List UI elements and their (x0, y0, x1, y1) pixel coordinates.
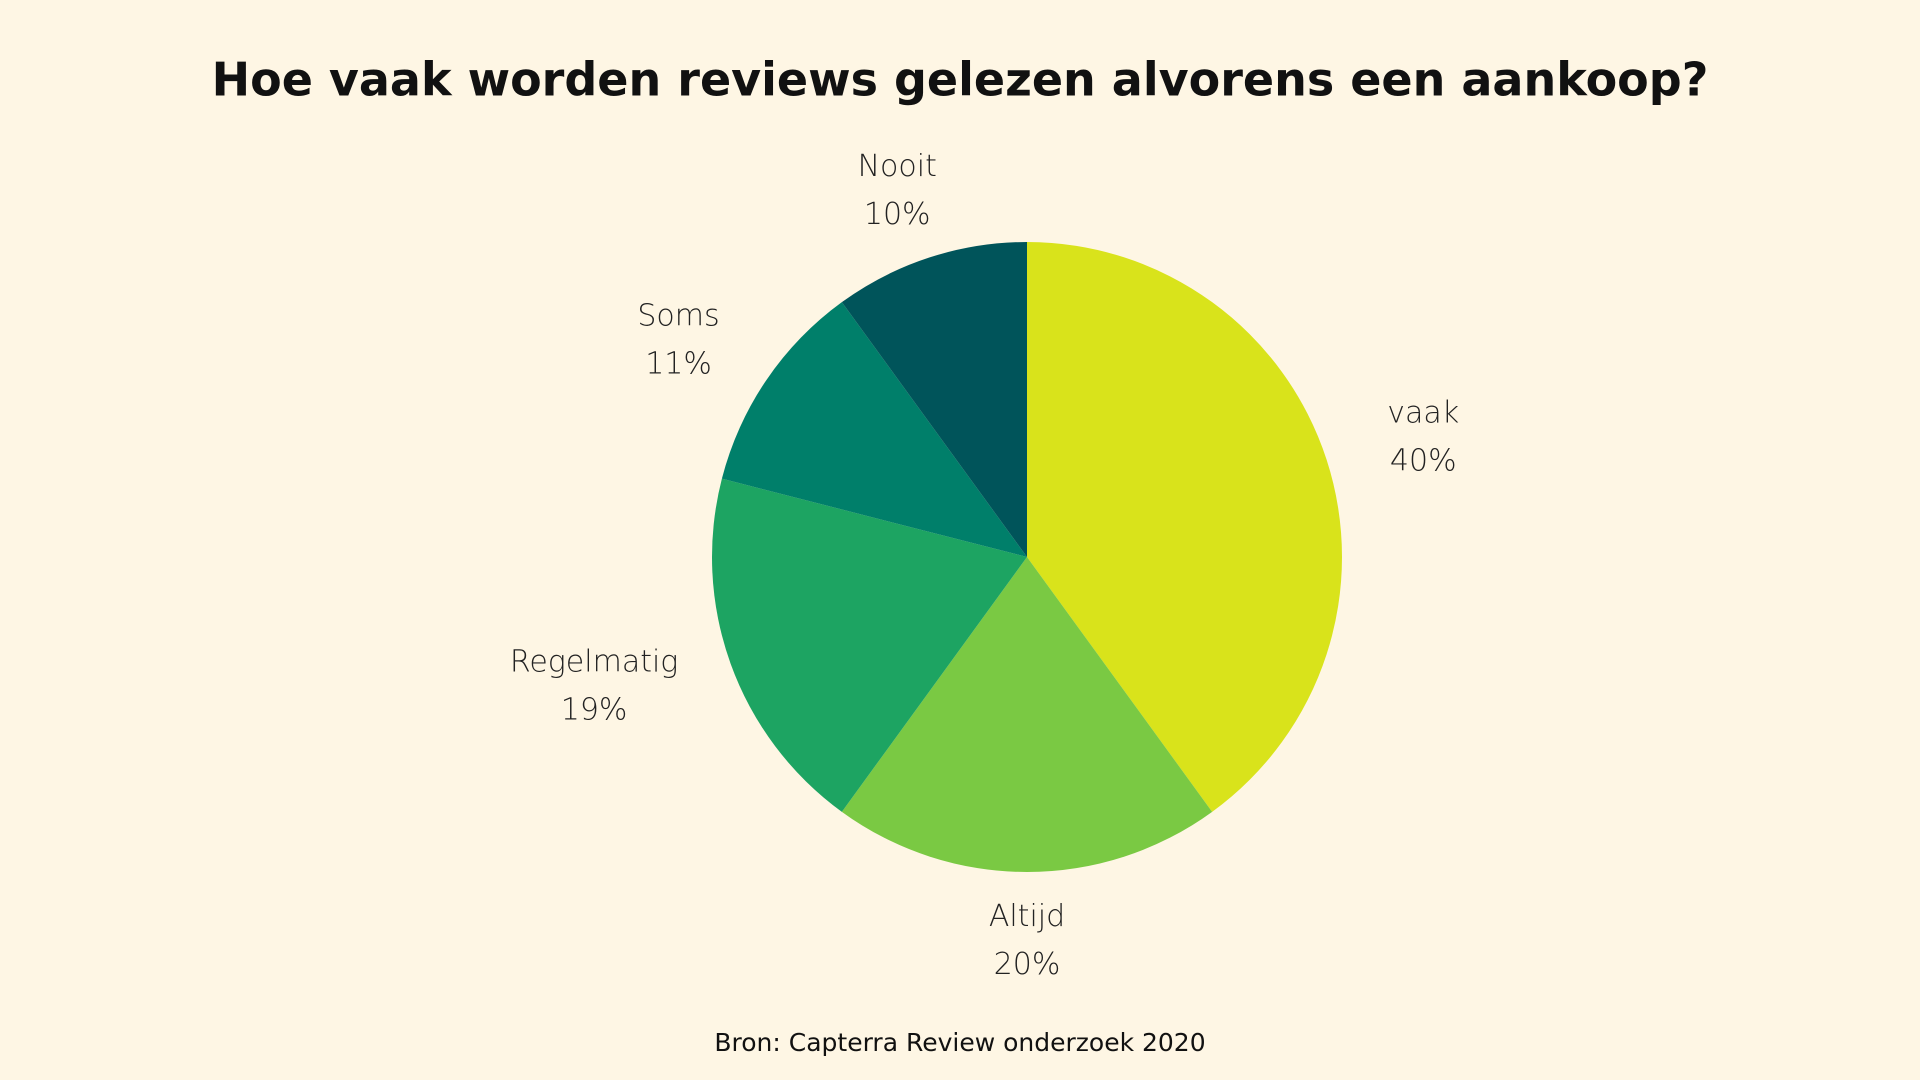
slice-label: vaak (1387, 396, 1459, 431)
slice-value-label: 19% (561, 693, 628, 728)
pie-slice (1027, 242, 1343, 812)
chart-title: Hoe vaak worden reviews gelezen alvorens… (212, 53, 1709, 107)
pie-slice (712, 478, 1027, 812)
slice-value-label: 40% (1390, 444, 1457, 479)
slice-label: Regelmatig (510, 645, 678, 680)
source: Bron: Capterra Review onderzoek 2020 (714, 1028, 1205, 1057)
slice-value-label: 10% (864, 197, 931, 232)
slice-value-label: 11% (645, 346, 712, 381)
slice-label: Soms (637, 298, 719, 333)
pie-slice (721, 302, 1027, 557)
pie-slice (841, 242, 1027, 557)
slice-label: Altijd (989, 899, 1065, 934)
slice-label: Nooit (858, 149, 937, 184)
slice-value-label: 20% (994, 947, 1061, 982)
pie-slice (841, 557, 1213, 873)
